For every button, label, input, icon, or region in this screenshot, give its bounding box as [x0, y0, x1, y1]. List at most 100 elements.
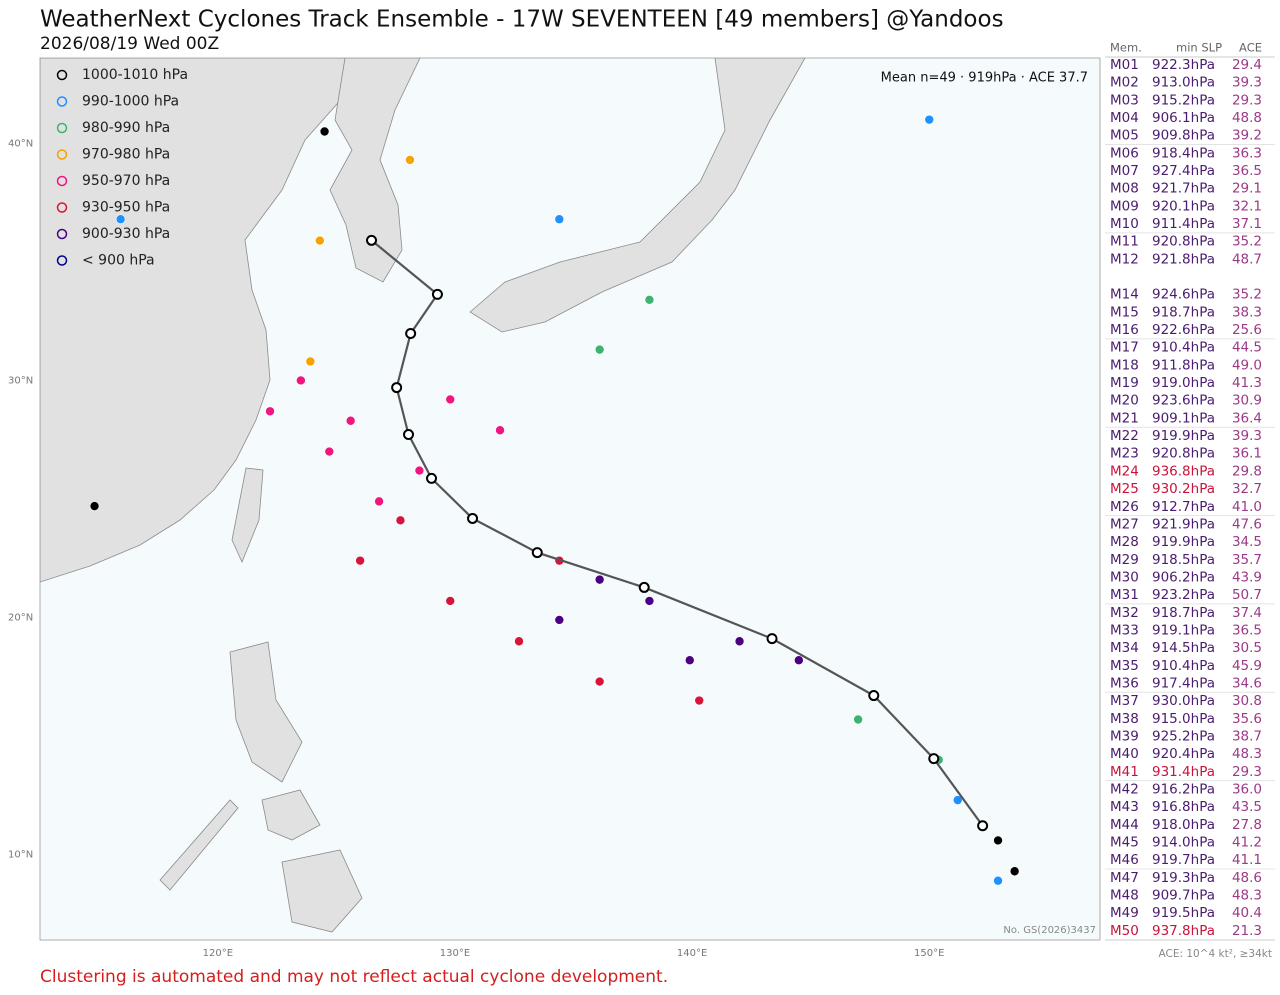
- member-point: [89, 501, 100, 511]
- legend-marker: [56, 122, 68, 134]
- mean-track-point: [403, 429, 415, 441]
- member-min-slp: 919.9hPa: [1152, 428, 1215, 444]
- member-min-slp: 921.7hPa: [1152, 181, 1215, 197]
- member-min-slp: 906.2hPa: [1152, 569, 1215, 585]
- member-ace: 29.3: [1232, 764, 1262, 780]
- member-point: [952, 795, 963, 805]
- member-point: [594, 344, 605, 355]
- table-header: ACE: [1239, 41, 1262, 55]
- member-min-slp: 920.8hPa: [1152, 446, 1215, 462]
- member-point: [684, 655, 695, 666]
- member-min-slp: 909.8hPa: [1152, 128, 1215, 144]
- member-min-slp: 923.6hPa: [1152, 393, 1215, 409]
- member-min-slp: 909.7hPa: [1152, 887, 1215, 903]
- mean-track-point: [405, 328, 417, 340]
- member-point: [554, 615, 565, 625]
- member-ace: 32.1: [1232, 198, 1262, 214]
- lon-tick-label: 150°E: [914, 948, 944, 959]
- member-min-slp: 921.9hPa: [1152, 516, 1215, 532]
- member-ace: 29.1: [1232, 181, 1262, 197]
- member-point: [265, 406, 275, 417]
- member-point: [993, 835, 1003, 846]
- member-id: M01: [1110, 57, 1139, 73]
- member-point: [345, 415, 356, 426]
- member-min-slp: 919.3hPa: [1152, 870, 1215, 886]
- member-ace: 43.9: [1232, 569, 1262, 585]
- legend-marker: [56, 175, 68, 187]
- member-id: M11: [1110, 234, 1139, 250]
- member-ace: 38.7: [1232, 728, 1262, 744]
- member-ace: 47.6: [1232, 516, 1262, 532]
- member-ace: 34.6: [1232, 675, 1262, 691]
- mainland-asia: [40, 58, 361, 583]
- member-ace: 30.9: [1232, 393, 1262, 409]
- member-ace: 27.8: [1232, 817, 1262, 833]
- member-ace: 45.9: [1232, 658, 1262, 674]
- member-min-slp: 918.7hPa: [1152, 304, 1215, 320]
- member-id: M04: [1110, 110, 1139, 126]
- member-ace: 41.3: [1232, 375, 1262, 391]
- title: WeatherNext Cyclones Track Ensemble - 17…: [40, 7, 1004, 33]
- japan: [469, 58, 806, 333]
- mean-track-point: [431, 288, 443, 300]
- member-id: M09: [1110, 198, 1139, 214]
- member-min-slp: 913.0hPa: [1152, 75, 1215, 91]
- member-point: [694, 695, 705, 706]
- lat-tick-label: 10°N: [8, 850, 33, 861]
- member-min-slp: 911.8hPa: [1152, 357, 1215, 373]
- member-id: M36: [1110, 675, 1139, 691]
- member-id: M35: [1110, 658, 1139, 674]
- member-id: M30: [1110, 569, 1139, 585]
- member-point: [395, 515, 406, 526]
- member-ace: 49.0: [1232, 357, 1262, 373]
- visayas: [261, 789, 321, 841]
- member-min-slp: 919.7hPa: [1152, 852, 1215, 868]
- member-id: M42: [1110, 781, 1139, 797]
- member-ace: 37.1: [1232, 216, 1262, 232]
- member-min-slp: 925.2hPa: [1152, 728, 1215, 744]
- member-min-slp: 930.0hPa: [1152, 693, 1215, 709]
- mean-label: Mean n=49 · 919hPa · ACE 37.7: [881, 71, 1088, 86]
- member-min-slp: 915.0hPa: [1152, 711, 1215, 727]
- lat-tick-label: 40°N: [8, 138, 33, 149]
- legend-label: 980-990 hPa: [82, 120, 170, 136]
- mean-track-point: [638, 581, 650, 593]
- member-ace: 30.5: [1232, 640, 1262, 656]
- member-id: M24: [1110, 463, 1139, 479]
- member-point: [644, 596, 655, 606]
- approval-number: No. GS(2026)3437: [1003, 925, 1096, 936]
- member-id: M02: [1110, 75, 1139, 91]
- disclaimer: Clustering is automated and may not refl…: [40, 967, 668, 987]
- mean-track-point: [868, 690, 880, 702]
- member-id: M28: [1110, 534, 1139, 550]
- member-point: [414, 465, 425, 476]
- member-min-slp: 906.1hPa: [1152, 110, 1215, 126]
- member-point: [853, 714, 863, 725]
- mean-track-point: [391, 382, 403, 394]
- table-header: min SLP: [1176, 41, 1222, 55]
- member-id: M05: [1110, 128, 1139, 144]
- member-id: M14: [1110, 287, 1139, 303]
- member-id: M38: [1110, 711, 1139, 727]
- member-min-slp: 910.4hPa: [1152, 340, 1215, 356]
- legend-label: 1000-1010 hPa: [82, 67, 188, 83]
- member-point: [374, 496, 384, 507]
- member-id: M46: [1110, 852, 1139, 868]
- member-ace: 25.6: [1232, 322, 1262, 338]
- member-ace: 41.0: [1232, 499, 1262, 515]
- member-min-slp: 919.9hPa: [1152, 534, 1215, 550]
- member-id: M16: [1110, 322, 1139, 338]
- mean-track-point: [928, 753, 940, 765]
- member-id: M43: [1110, 799, 1139, 815]
- member-id: M32: [1110, 605, 1139, 621]
- lon-tick-label: 120°E: [203, 948, 233, 959]
- mean-track-point: [467, 512, 479, 524]
- member-ace: 36.5: [1232, 622, 1262, 638]
- mean-track-point: [531, 547, 543, 559]
- member-min-slp: 924.6hPa: [1152, 287, 1215, 303]
- member-point: [993, 875, 1003, 886]
- member-id: M40: [1110, 746, 1139, 762]
- legend-marker: [56, 228, 68, 240]
- legend-label: 900-930 hPa: [82, 226, 170, 242]
